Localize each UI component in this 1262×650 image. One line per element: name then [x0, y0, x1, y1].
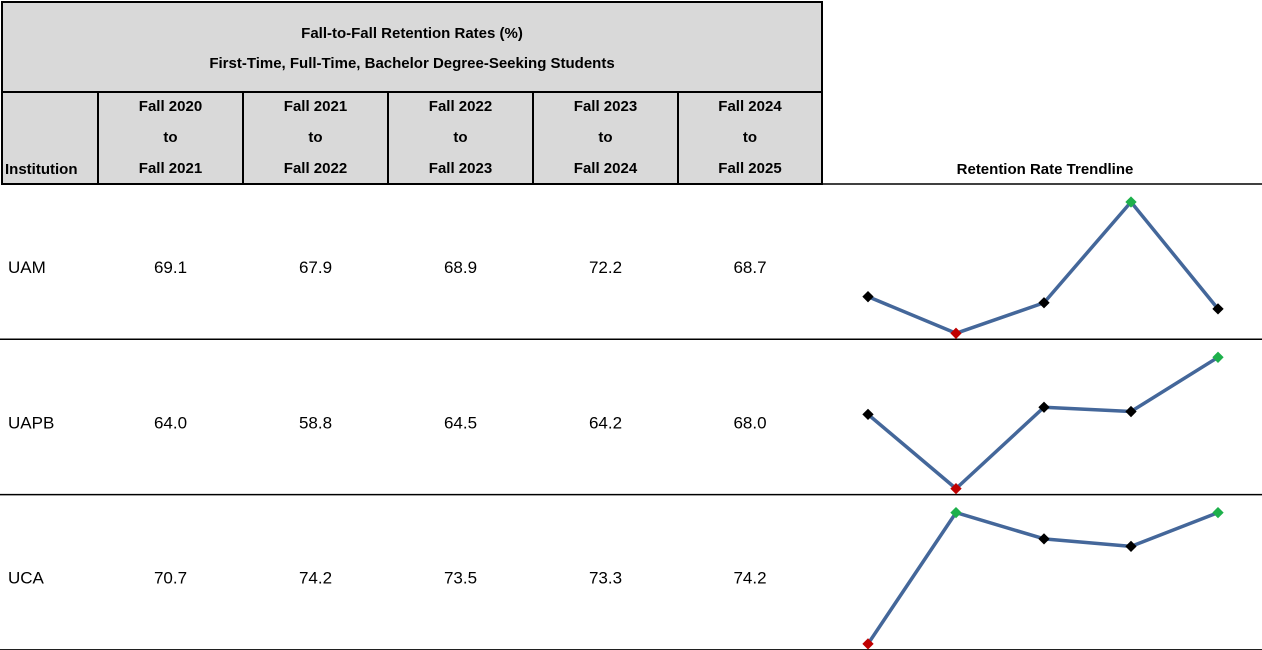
institution: UAM	[8, 258, 46, 277]
column-header: Fall 2025	[718, 160, 781, 177]
sparkline-marker	[1038, 401, 1050, 413]
cell-value: 58.8	[299, 413, 332, 432]
header-box	[1, 91, 823, 185]
column-header: Fall 2022	[429, 98, 492, 115]
cell-value: 64.0	[154, 413, 187, 432]
column-header: Fall 2020	[139, 98, 202, 115]
sparkline-marker	[1125, 196, 1137, 208]
column-header: to	[163, 129, 177, 146]
column-header: to	[308, 129, 322, 146]
sparkline-marker	[1038, 533, 1050, 545]
column-header: Fall 2022	[284, 160, 347, 177]
sparkline	[867, 200, 1220, 336]
sparkline-marker	[1125, 540, 1137, 553]
cell-value: 64.2	[589, 413, 622, 432]
trend-header: Retention Rate Trendline	[957, 161, 1134, 178]
sparkline-marker	[1212, 506, 1224, 519]
cell-value: 74.2	[299, 569, 332, 588]
title: Fall-to-Fall Retention Rates (%)	[301, 25, 523, 42]
column-header: Fall 2023	[429, 160, 492, 177]
column-header: to	[598, 129, 612, 146]
cell-value: 72.2	[589, 258, 622, 277]
column-header: to	[743, 129, 757, 146]
cell-value: 70.7	[154, 569, 187, 588]
cell-value: 74.2	[733, 569, 766, 588]
sparkline-marker	[950, 482, 962, 495]
institution-header: Institution	[5, 161, 77, 178]
column-header: Fall 2024	[718, 98, 782, 115]
sparkline-marker	[950, 506, 962, 519]
sparkline-marker	[1212, 351, 1224, 363]
sparkline-marker	[1125, 405, 1137, 418]
institution: UCA	[8, 569, 45, 588]
sparkline	[866, 510, 1219, 645]
cell-value: 68.7	[733, 258, 766, 277]
sparkline-marker	[1038, 297, 1050, 309]
title-box	[1, 1, 823, 93]
sparkline-marker	[862, 291, 874, 303]
cell-value: 73.5	[444, 569, 477, 588]
column-header: Fall 2023	[574, 98, 637, 115]
sparkline-marker	[950, 327, 962, 339]
sparkline-marker	[862, 408, 874, 421]
cell-value: 69.1	[154, 258, 187, 277]
cell-value: 73.3	[589, 569, 622, 588]
cell-value: 68.9	[444, 258, 477, 277]
cell-value: 67.9	[299, 258, 332, 277]
sparkline-marker	[862, 638, 874, 650]
column-header: Fall 2024	[574, 160, 638, 177]
column-header: Fall 2021	[139, 160, 202, 177]
cell-value: 64.5	[444, 413, 477, 432]
cell-value: 68.0	[733, 413, 766, 432]
institution: UAPB	[8, 413, 54, 432]
sparkline	[866, 355, 1219, 491]
column-header: to	[453, 129, 467, 146]
subtitle: First-Time, Full-Time, Bachelor Degree-S…	[209, 55, 614, 72]
column-header: Fall 2021	[284, 98, 347, 115]
sparkline-marker	[1212, 303, 1224, 315]
